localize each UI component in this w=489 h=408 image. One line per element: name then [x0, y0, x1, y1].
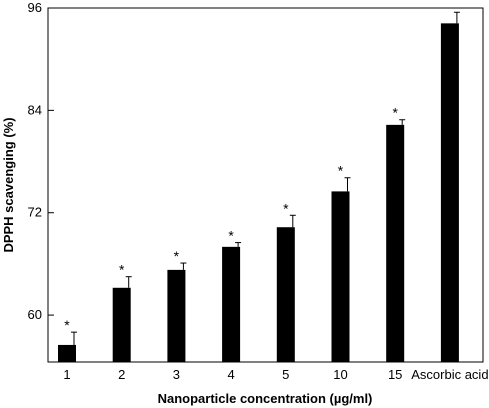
x-tick-label: 1: [63, 367, 70, 382]
x-tick-label: 10: [333, 367, 347, 382]
bar: [276, 227, 295, 362]
bar: [331, 191, 350, 362]
x-tick-label: 5: [282, 367, 289, 382]
x-tick-label: Ascorbic acid: [411, 367, 488, 382]
significance-marker: *: [392, 105, 398, 121]
bar: [222, 246, 241, 362]
bar: [112, 287, 131, 362]
significance-marker: *: [64, 317, 70, 333]
x-tick-label: 3: [173, 367, 180, 382]
y-axis: 60 72 84 96: [28, 0, 54, 322]
y-tick-label: 84: [28, 102, 42, 117]
bar: [58, 344, 76, 362]
bar: [440, 23, 459, 362]
x-axis-title: Nanoparticle concentration (µg/ml): [158, 391, 373, 406]
plot-frame: [47, 7, 484, 363]
significance-marker: *: [338, 163, 344, 179]
significance-marker: *: [228, 228, 234, 244]
y-tick-label: 60: [28, 307, 42, 322]
y-tick-label: 96: [28, 0, 42, 15]
y-axis-title: DPPH scavenging (%): [1, 117, 16, 252]
bar: [386, 124, 405, 363]
significance-marker: *: [119, 262, 125, 278]
x-tick-label: 15: [388, 367, 402, 382]
error-bars: [71, 11, 460, 345]
significance-marker: *: [174, 248, 180, 264]
bar: [167, 269, 186, 362]
significance-marker: *: [283, 200, 289, 216]
significance-markers: * * * * * * *: [64, 105, 398, 333]
y-tick-label: 72: [28, 205, 42, 220]
x-tick-label: 4: [227, 367, 234, 382]
x-tick-label: 2: [118, 367, 125, 382]
bars: [58, 23, 459, 363]
